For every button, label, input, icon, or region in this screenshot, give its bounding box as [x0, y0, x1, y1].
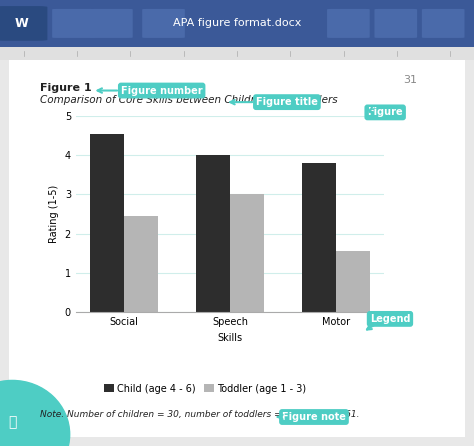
Text: Figure number: Figure number	[121, 86, 202, 95]
Text: Note. Number of children = 30, number of toddlers = 31, total N = 61.: Note. Number of children = 30, number of…	[40, 410, 360, 419]
Circle shape	[0, 380, 70, 446]
Y-axis label: Rating (1-5): Rating (1-5)	[49, 185, 59, 243]
Text: Figure: Figure	[367, 107, 403, 117]
FancyBboxPatch shape	[327, 9, 370, 38]
Bar	[90, 134, 124, 312]
Text: W: W	[14, 17, 28, 30]
Text: 31: 31	[403, 74, 417, 84]
FancyBboxPatch shape	[0, 6, 47, 41]
Legend: Child (age 4 - 6), Toddler (age 1 - 3): Child (age 4 - 6), Toddler (age 1 - 3)	[100, 380, 310, 398]
Text: Figure note: Figure note	[282, 412, 346, 422]
FancyBboxPatch shape	[52, 9, 95, 38]
Bar	[230, 194, 264, 312]
Text: 🎓: 🎓	[8, 416, 17, 429]
Bar	[302, 163, 336, 312]
FancyBboxPatch shape	[374, 9, 417, 38]
Bar	[336, 252, 370, 312]
FancyBboxPatch shape	[142, 9, 185, 38]
FancyBboxPatch shape	[422, 9, 465, 38]
Text: Comparison of Core Skills between Children and Toddlers: Comparison of Core Skills between Childr…	[40, 95, 338, 104]
Bar	[124, 216, 158, 312]
Bar	[196, 155, 230, 312]
Text: Legend: Legend	[370, 314, 410, 324]
Text: Figure title: Figure title	[256, 97, 318, 107]
Text: APA figure format.docx: APA figure format.docx	[173, 18, 301, 29]
FancyBboxPatch shape	[90, 9, 133, 38]
X-axis label: Skills: Skills	[217, 333, 243, 343]
Text: Figure 1: Figure 1	[40, 83, 92, 93]
